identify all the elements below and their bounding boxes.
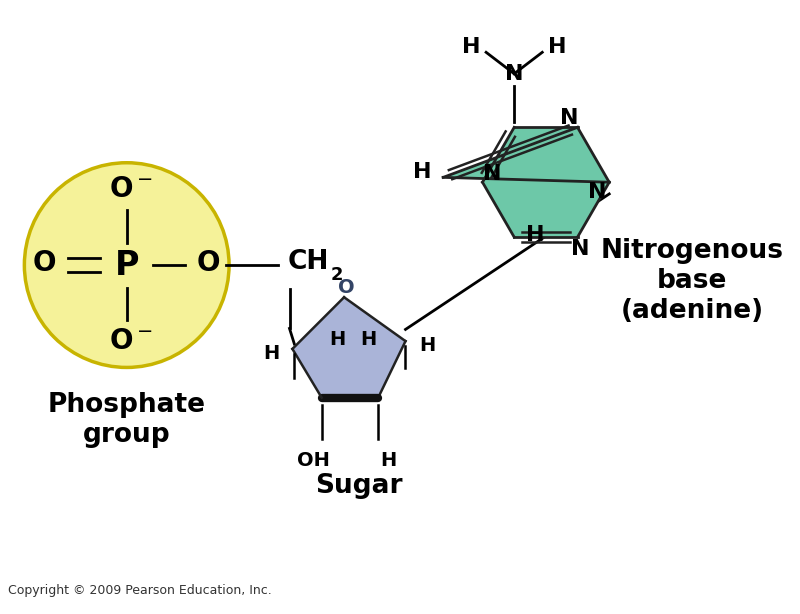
Text: H: H xyxy=(548,37,566,58)
Text: Sugar: Sugar xyxy=(315,473,402,499)
Text: H: H xyxy=(380,451,396,470)
Text: O$^-$: O$^-$ xyxy=(109,175,153,203)
Text: O: O xyxy=(338,278,354,297)
Circle shape xyxy=(24,163,229,367)
Text: N: N xyxy=(588,182,606,202)
Text: H: H xyxy=(360,330,377,349)
Text: OH: OH xyxy=(298,451,330,470)
Text: N: N xyxy=(571,239,590,258)
Text: Nitrogenous
base
(adenine): Nitrogenous base (adenine) xyxy=(601,238,783,324)
Polygon shape xyxy=(482,127,610,237)
Text: 2: 2 xyxy=(330,266,343,284)
Text: Phosphate
group: Phosphate group xyxy=(48,392,206,448)
Text: O: O xyxy=(197,249,220,277)
Text: P: P xyxy=(114,249,139,282)
Text: N: N xyxy=(505,64,523,84)
Text: Copyright © 2009 Pearson Education, Inc.: Copyright © 2009 Pearson Education, Inc. xyxy=(8,585,271,597)
Text: N: N xyxy=(561,107,579,128)
Text: H: H xyxy=(419,336,435,356)
Text: H: H xyxy=(526,225,545,245)
Text: CH: CH xyxy=(287,249,329,275)
Text: H: H xyxy=(413,163,431,182)
Text: H: H xyxy=(462,37,481,58)
Polygon shape xyxy=(293,297,406,398)
Text: O: O xyxy=(33,249,57,277)
Text: N: N xyxy=(483,165,502,184)
Text: O$^-$: O$^-$ xyxy=(109,327,153,355)
Text: H: H xyxy=(263,344,279,363)
Polygon shape xyxy=(443,127,610,182)
Text: H: H xyxy=(329,330,346,349)
